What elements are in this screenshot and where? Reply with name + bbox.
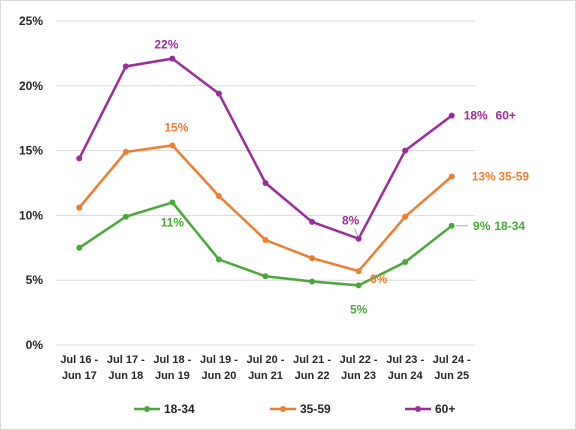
series-line <box>78 201 453 287</box>
x-tick-label: Jun 22 <box>295 370 330 382</box>
legend-label: 60+ <box>435 402 455 416</box>
legend-marker <box>144 406 150 412</box>
leader-line <box>354 228 359 236</box>
x-tick-label: Jun 20 <box>202 370 237 382</box>
data-label: 8% <box>342 214 360 228</box>
y-axis-ticks: 0% 5% 10% 15% 20% 25% <box>19 14 43 352</box>
legend-label: 35-59 <box>300 402 331 416</box>
data-point <box>76 244 83 251</box>
data-point <box>215 90 222 97</box>
x-tick-label: Jul 21 - <box>293 354 331 366</box>
data-label: 22% <box>154 38 178 52</box>
legend-label: 18-34 <box>164 402 195 416</box>
series-18-34 <box>76 199 455 289</box>
data-label: 13% <box>472 170 496 184</box>
data-point <box>402 259 409 266</box>
data-label: 5% <box>350 302 368 316</box>
x-tick-label: Jul 23 - <box>386 354 424 366</box>
data-point <box>122 213 129 220</box>
legend-item-18-34: 18-34 <box>134 402 195 416</box>
x-tick-label: Jun 23 <box>341 370 376 382</box>
data-point <box>448 112 455 119</box>
series-line <box>78 144 453 273</box>
x-tick-label: Jul 24 - <box>433 354 471 366</box>
data-point <box>355 268 362 275</box>
y-tick-label: 25% <box>19 14 43 28</box>
x-tick-label: Jun 21 <box>248 370 283 382</box>
x-tick-label: Jul 22 - <box>340 354 378 366</box>
x-tick-label: Jul 20 - <box>247 354 285 366</box>
data-point <box>402 147 409 154</box>
x-tick-label: Jun 25 <box>434 370 469 382</box>
legend: 18-34 35-59 60+ <box>134 402 455 416</box>
data-label: 15% <box>164 120 188 134</box>
data-point <box>309 278 316 285</box>
data-point <box>448 222 455 229</box>
y-tick-label: 0% <box>26 338 44 352</box>
data-point <box>355 282 362 289</box>
y-tick-label: 10% <box>19 208 43 222</box>
data-label: 18% <box>464 109 488 123</box>
legend-marker <box>415 406 421 412</box>
x-axis-ticks: Jul 16 - Jun 17 Jul 17 - Jun 18 Jul 18 - Jun … <box>60 354 471 382</box>
x-tick-label: Jul 19 - <box>200 354 238 366</box>
x-tick-label: Jun 19 <box>155 370 190 382</box>
data-label: 9% <box>473 219 491 233</box>
y-tick-label: 5% <box>26 273 44 287</box>
data-point <box>76 204 83 211</box>
data-label: 11% <box>161 215 185 229</box>
data-point <box>355 235 362 242</box>
data-point <box>262 180 269 186</box>
x-tick-label: Jul 16 - <box>60 354 98 366</box>
y-tick-label: 20% <box>19 79 43 93</box>
data-point <box>122 148 129 155</box>
data-labels: 11% 5% 9% 18-34 15% 6% 13% 35-59 22% 8% 18% 60+ <box>154 38 529 317</box>
data-point <box>448 173 455 180</box>
series-end-label: 35-59 <box>498 170 529 184</box>
data-point <box>309 218 316 225</box>
data-label: 6% <box>370 272 388 286</box>
series-35-59 <box>76 142 455 275</box>
series-end-label: 18-34 <box>494 219 525 233</box>
data-point <box>402 213 409 220</box>
data-point <box>76 155 83 162</box>
data-point <box>262 273 269 280</box>
data-point <box>309 255 316 262</box>
data-point <box>169 142 176 149</box>
series-end-label: 60+ <box>496 109 516 123</box>
data-point <box>262 237 269 244</box>
x-tick-label: Jul 18 - <box>153 354 191 366</box>
data-point <box>169 55 176 62</box>
series-60+ <box>76 55 455 242</box>
x-tick-label: Jun 18 <box>108 370 143 382</box>
legend-marker <box>280 406 286 412</box>
legend-item-35-59: 35-59 <box>270 402 331 416</box>
data-point <box>215 192 222 199</box>
data-point <box>122 63 129 70</box>
data-point <box>215 256 222 263</box>
x-tick-label: Jun 24 <box>388 370 424 382</box>
data-point <box>169 199 176 206</box>
y-tick-label: 15% <box>19 144 43 158</box>
x-tick-label: Jun 17 <box>62 370 97 382</box>
legend-item-60+: 60+ <box>405 402 455 416</box>
x-tick-label: Jul 17 - <box>107 354 145 366</box>
series-lines <box>76 55 455 289</box>
